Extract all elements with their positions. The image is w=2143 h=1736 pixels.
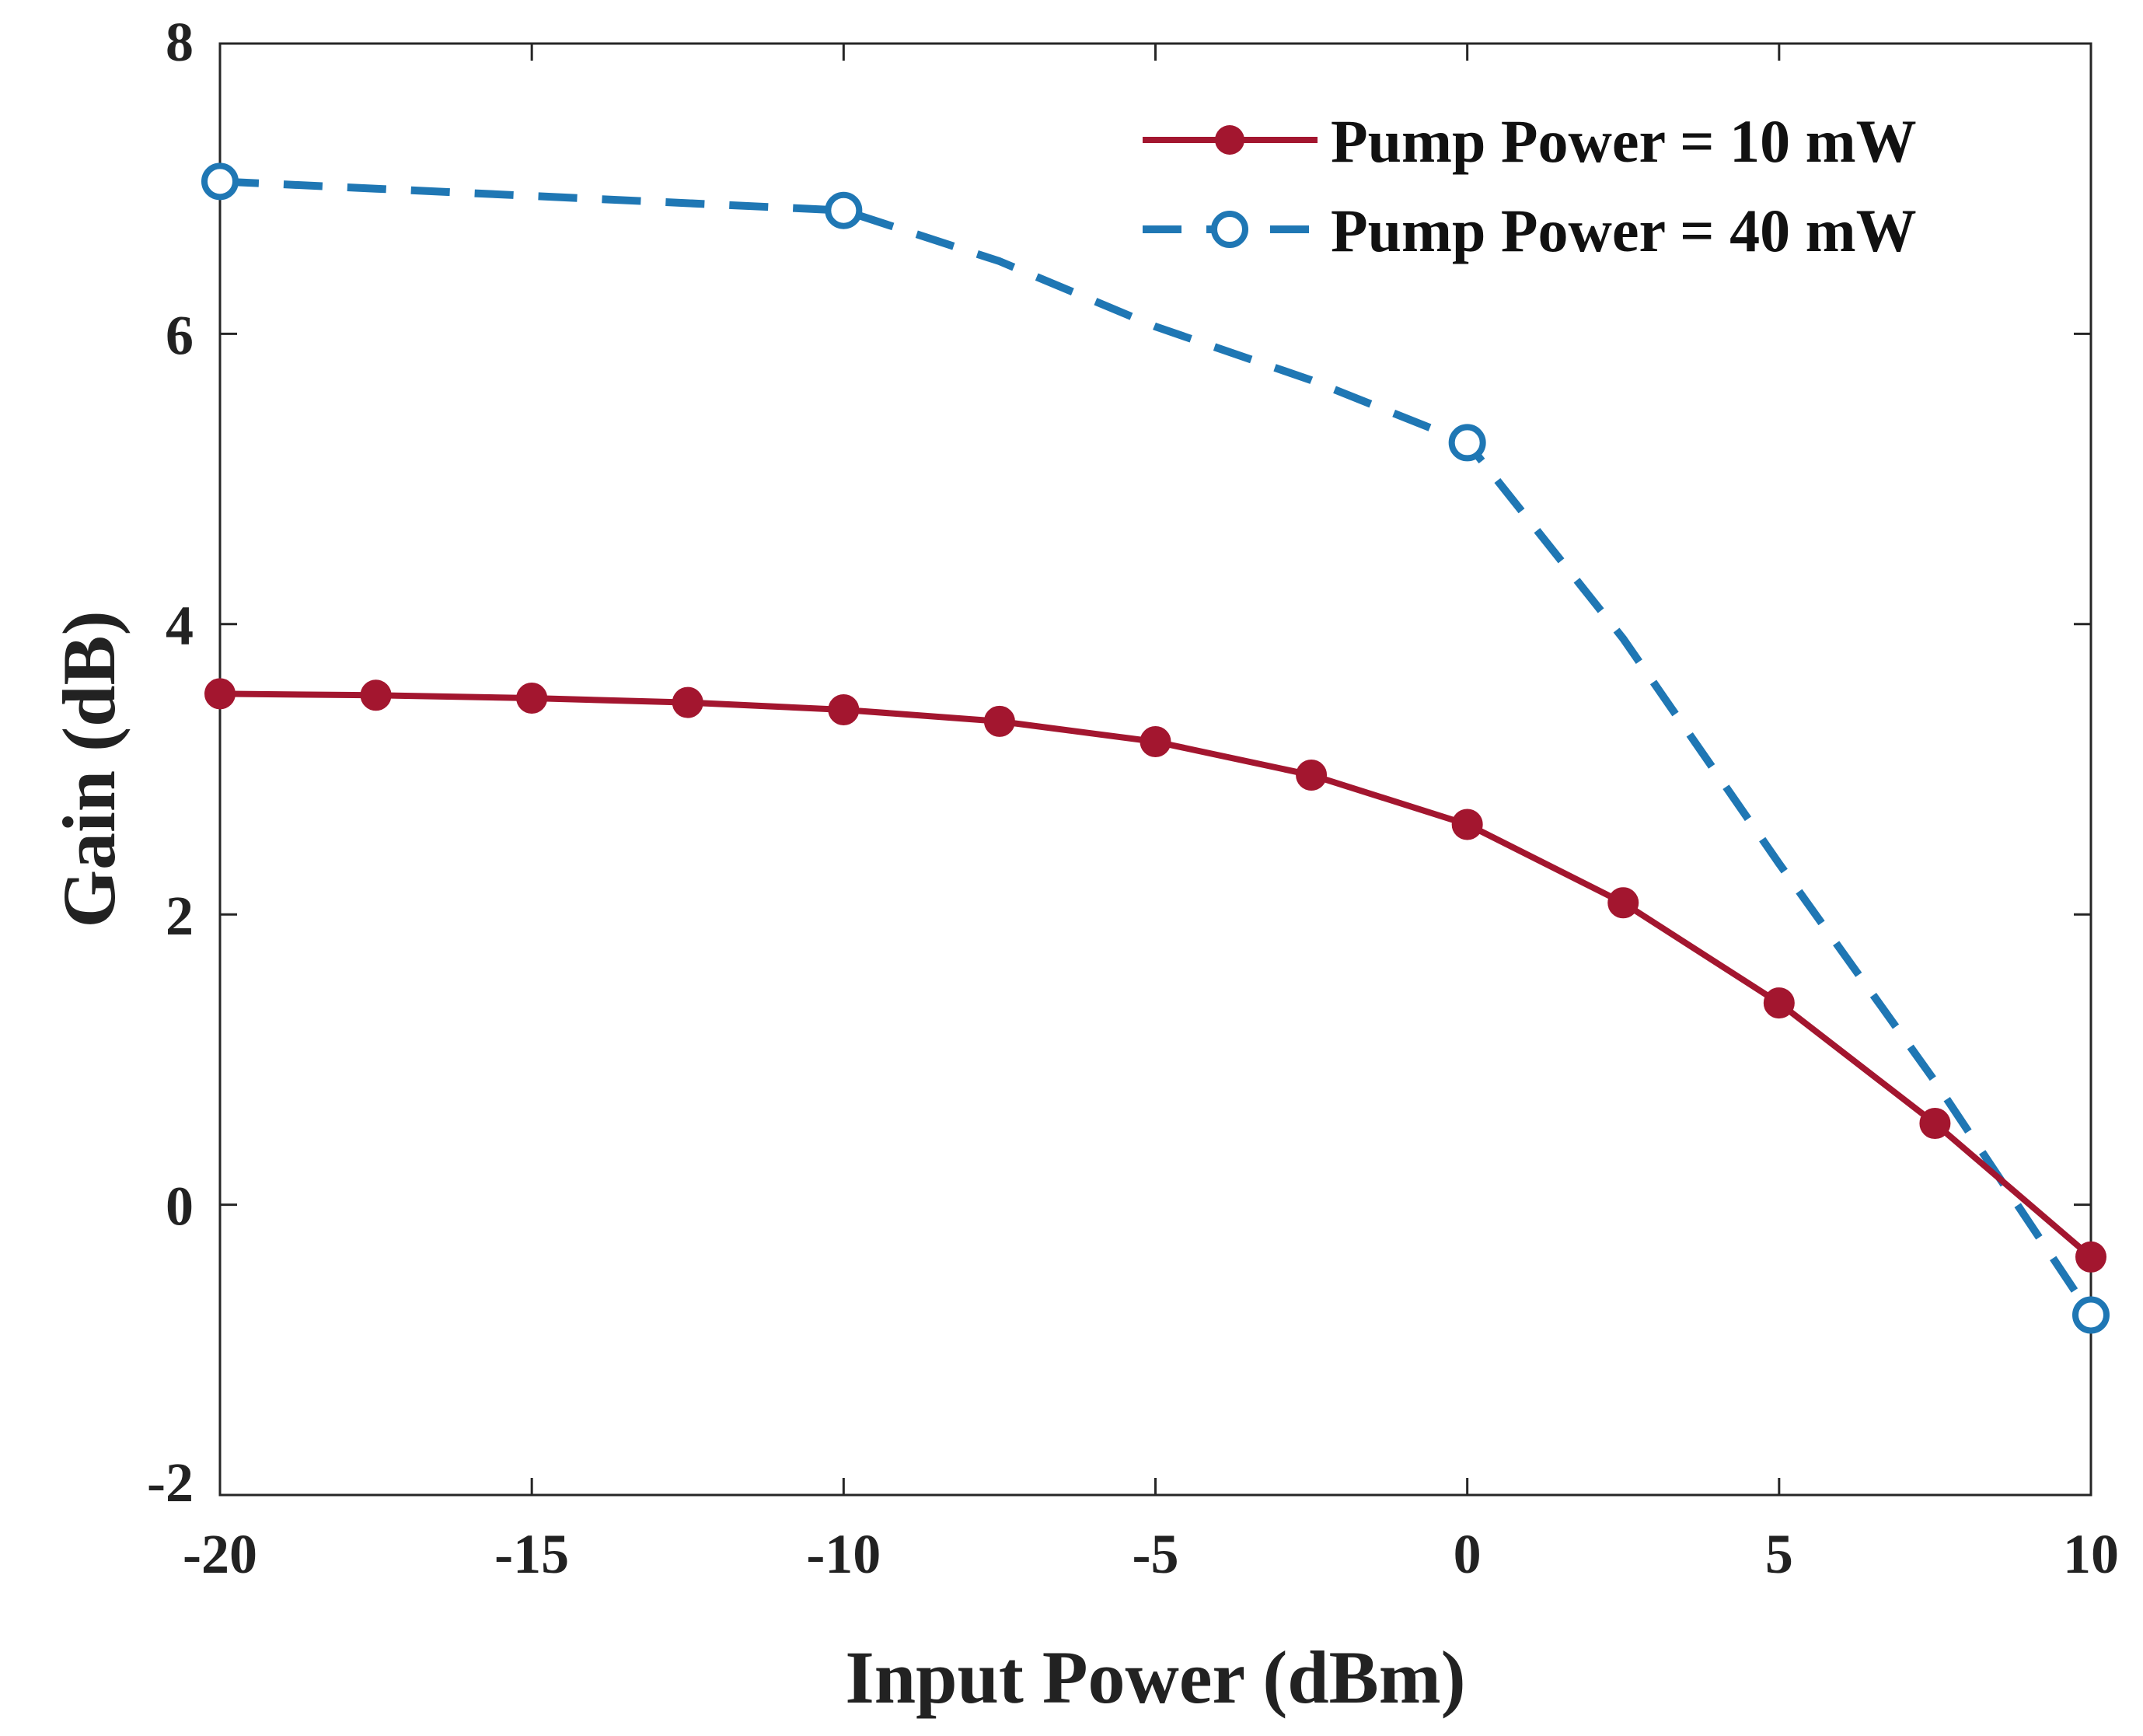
y-tick-label: 0 (166, 1175, 194, 1238)
series-1-point (1607, 887, 1639, 919)
legend-label: Pump Power = 40 mW (1331, 197, 1917, 264)
series-2-point (201, 162, 239, 201)
x-tick-label: -5 (1133, 1523, 1179, 1585)
y-tick-label: 8 (166, 11, 194, 73)
series-group (201, 162, 2110, 1334)
legend-label: Pump Power = 10 mW (1331, 107, 1917, 175)
series-1-point (1140, 726, 1171, 758)
y-tick-label: -2 (147, 1451, 194, 1514)
series-1-point (2075, 1241, 2106, 1273)
y-tick-label: 2 (166, 885, 194, 947)
series-1-point (204, 678, 236, 710)
series-1-point (1451, 809, 1483, 840)
series-2-point (1448, 424, 1486, 462)
series-1-line (219, 690, 2093, 1259)
legend: Pump Power = 10 mW Pump Power = 40 mW (1143, 107, 1917, 264)
x-tick-label: -20 (183, 1523, 257, 1585)
y-tick-label: 4 (166, 595, 194, 657)
x-tick-label: -15 (494, 1523, 569, 1585)
series-1-point (983, 705, 1015, 737)
series-1-point (828, 693, 860, 725)
x-tick-label: -10 (806, 1523, 881, 1585)
legend-marker (1211, 211, 1248, 248)
series-2 (201, 162, 2110, 1334)
series-1-point (360, 679, 392, 711)
y-axis-title: Gain (dB) (47, 610, 131, 927)
series-1-point (1919, 1108, 1951, 1140)
series-2-point (825, 191, 863, 229)
x-tick-label: 10 (2063, 1523, 2119, 1585)
series-1-point (672, 686, 703, 718)
x-tick-label: 0 (1454, 1523, 1482, 1585)
x-axis-title: Input Power (dBm) (845, 1636, 1465, 1719)
series-2-line (219, 177, 2095, 1318)
series-1 (204, 678, 2106, 1273)
x-tick-label: 5 (1765, 1523, 1793, 1585)
y-tick-label: 6 (166, 304, 194, 366)
series-2-point (2072, 1296, 2110, 1334)
series-1-point (516, 683, 548, 714)
series-1-point (1296, 759, 1328, 791)
legend-marker (1215, 125, 1244, 155)
series-1-point (1763, 987, 1795, 1019)
